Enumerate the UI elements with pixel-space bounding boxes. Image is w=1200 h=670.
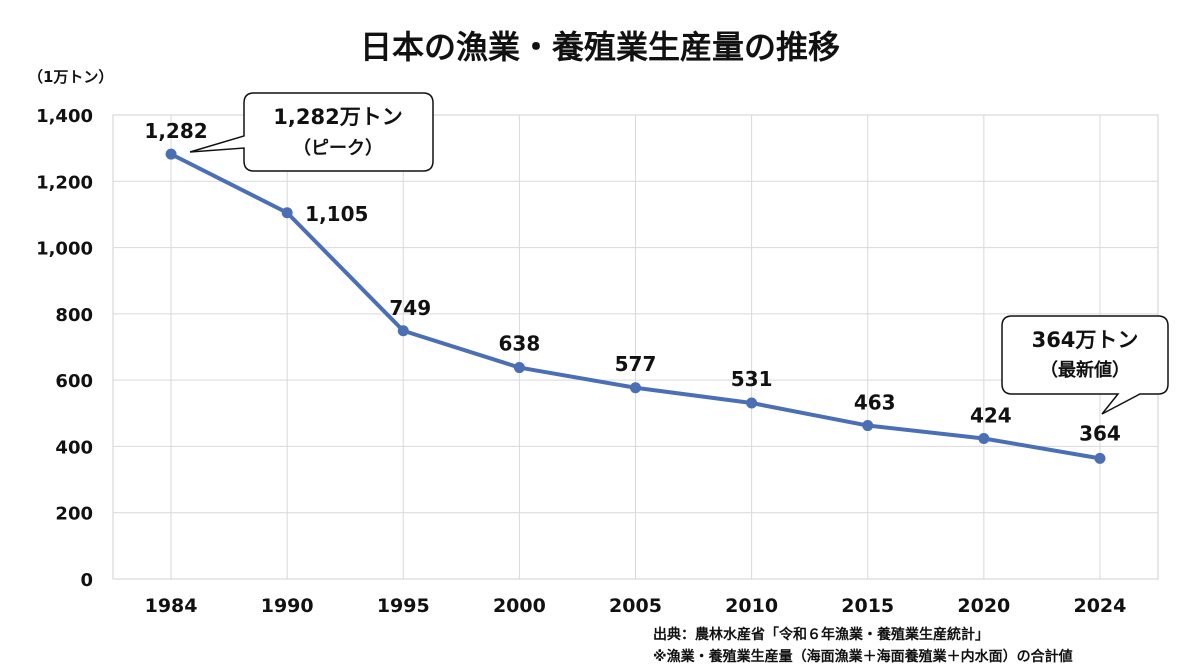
x-tick-label: 1990: [261, 595, 314, 617]
x-tick-label: 2000: [493, 595, 546, 617]
source-line-1: 出典：農林水産省「令和６年漁業・養殖業生産統計」: [653, 626, 989, 643]
y-axis-unit: （1万トン）: [28, 68, 113, 86]
data-label: 1,282: [144, 119, 207, 143]
data-point: [630, 382, 641, 394]
callout-peak: 1,282万トン （ピーク）: [189, 92, 434, 172]
x-axis-ticks: 1984 1990 1995 2000 2005 2010 2015 2020 2024: [145, 595, 1127, 617]
data-label: 577: [615, 352, 657, 376]
x-tick-label: 2024: [1073, 595, 1126, 617]
data-points: [165, 148, 1106, 464]
x-tick-label: 2005: [609, 595, 662, 617]
x-tick-label: 1984: [145, 595, 198, 617]
data-label: 424: [970, 403, 1012, 427]
chart-title: 日本の漁業・養殖業生産量の推移: [360, 28, 840, 66]
y-tick-label: 0: [80, 570, 93, 591]
data-label: 1,105: [305, 202, 368, 226]
y-tick-label: 1,000: [36, 239, 93, 260]
callout-latest-bubble: [1001, 315, 1169, 415]
data-labels: 1,282 1,105 749 638 577 531 463 424 364: [144, 119, 1120, 445]
source-line-2: ※漁業・養殖業生産量（海面漁業＋海面養殖業＋内水面）の合計値: [653, 648, 1073, 665]
y-tick-label: 600: [55, 371, 93, 392]
data-point: [978, 432, 990, 444]
data-label: 364: [1079, 421, 1121, 445]
x-tick-label: 2015: [841, 595, 894, 617]
data-label: 463: [854, 391, 896, 415]
x-tick-label: 2010: [725, 595, 778, 617]
data-point: [862, 420, 874, 432]
callout-peak-note: （ピーク）: [293, 138, 383, 159]
y-tick-label: 800: [55, 305, 93, 326]
data-point: [281, 207, 293, 219]
callout-latest: 364万トン （最新値）: [1001, 315, 1169, 415]
data-point: [746, 397, 758, 409]
x-tick-label: 2020: [957, 595, 1010, 617]
callout-peak-bubble: [189, 92, 434, 172]
y-tick-label: 1,400: [36, 106, 93, 127]
callout-latest-note: （最新値）: [1040, 359, 1130, 381]
grid: [113, 114, 1158, 580]
data-point: [1094, 452, 1106, 464]
data-label: 638: [499, 332, 541, 356]
y-tick-label: 200: [55, 504, 93, 525]
y-tick-label: 400: [55, 437, 93, 458]
data-point: [397, 325, 409, 337]
y-tick-label: 1,200: [36, 172, 93, 193]
callout-latest-value: 364万トン: [1032, 328, 1139, 352]
data-label: 531: [731, 367, 773, 391]
data-point: [165, 148, 177, 160]
data-label: 749: [389, 296, 431, 320]
x-tick-label: 1995: [377, 595, 430, 617]
callout-peak-value: 1,282万トン: [273, 105, 402, 129]
y-axis-ticks: 0 200 400 600 800 1,000 1,200 1,400: [36, 106, 93, 591]
data-point: [513, 362, 525, 374]
